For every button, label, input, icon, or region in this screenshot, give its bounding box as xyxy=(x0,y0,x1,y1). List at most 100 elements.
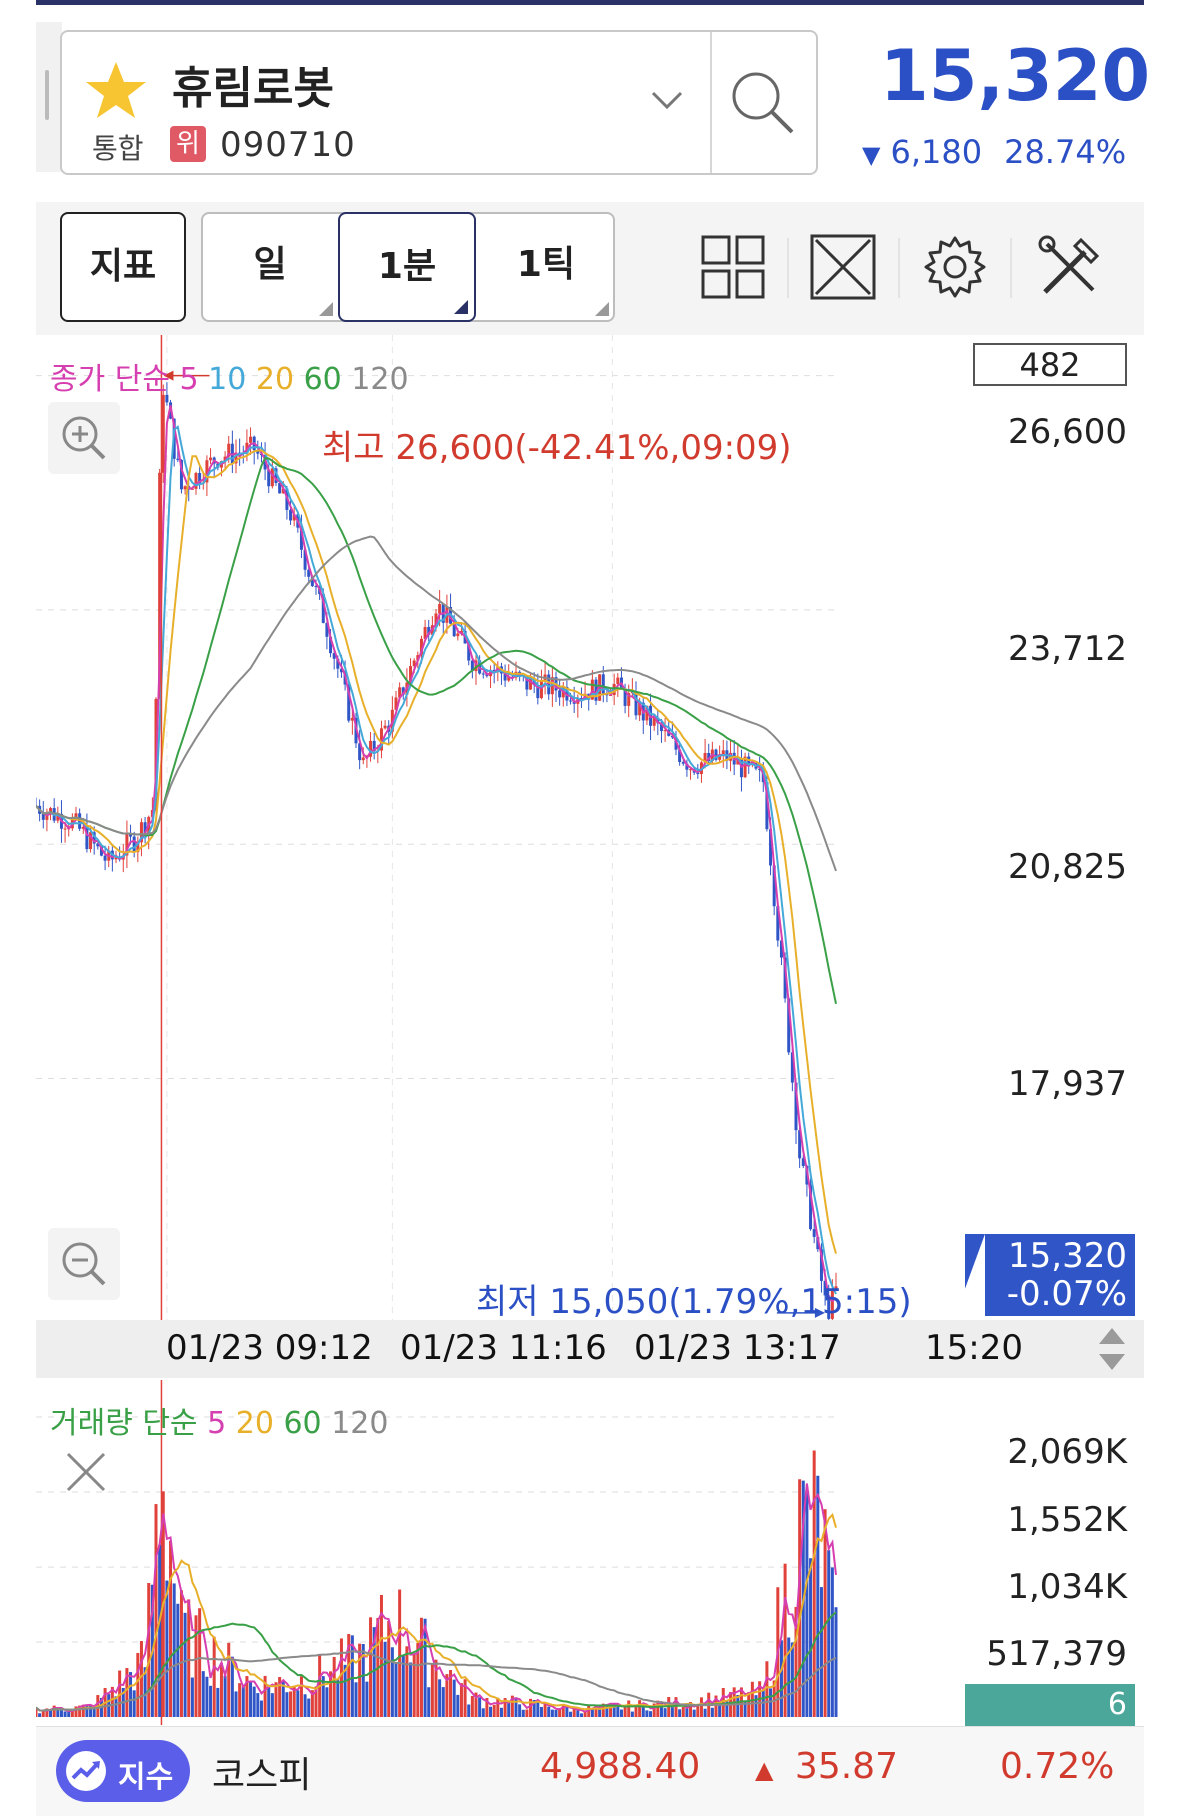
volume-bar xyxy=(834,1607,838,1717)
volume-bar xyxy=(587,1705,591,1717)
y-axis-label: 26,600 xyxy=(1008,412,1127,452)
volume-bar xyxy=(307,1698,311,1717)
volume-bar xyxy=(343,1664,347,1717)
volume-bar xyxy=(507,1702,511,1717)
volume-bar xyxy=(649,1711,653,1717)
volume-bar xyxy=(321,1676,325,1717)
volume-bar xyxy=(230,1656,234,1717)
volume-bar xyxy=(361,1644,365,1717)
chevron-down-icon[interactable] xyxy=(650,88,684,112)
volume-bar xyxy=(165,1580,169,1717)
favorite-star-icon[interactable] xyxy=(84,60,148,120)
expand-icon[interactable] xyxy=(808,232,878,302)
period-1tick-tab[interactable]: 1틱 xyxy=(477,212,615,322)
stock-code: 090710 xyxy=(220,125,356,165)
volume-bar xyxy=(409,1662,413,1717)
settings-gear-icon[interactable] xyxy=(920,232,990,302)
volume-bar xyxy=(630,1711,634,1717)
candle xyxy=(81,826,85,829)
candle xyxy=(590,679,594,700)
x-axis-label: 01/23 13:17 xyxy=(634,1328,841,1368)
volume-bar xyxy=(779,1640,783,1717)
candle xyxy=(470,660,474,672)
change-amount: 6,180 xyxy=(890,133,983,171)
volume-bar xyxy=(201,1671,205,1717)
high-arrow xyxy=(163,370,174,381)
volume-bar xyxy=(663,1708,667,1717)
volume-bar xyxy=(172,1583,176,1717)
candle xyxy=(230,443,234,464)
x-axis-label: 01/23 11:16 xyxy=(400,1328,607,1368)
period-1min-tab[interactable]: 1분 xyxy=(338,212,476,322)
volume-bar xyxy=(616,1703,620,1717)
candle xyxy=(670,735,674,738)
candle xyxy=(772,865,776,907)
moving-average-line xyxy=(36,425,837,1295)
candle xyxy=(303,549,307,570)
candle xyxy=(536,685,540,699)
index-ticker-bar[interactable] xyxy=(36,1726,1144,1816)
zoom-in-button[interactable] xyxy=(48,402,120,474)
volume-bar xyxy=(718,1704,722,1717)
volume-bar xyxy=(681,1706,685,1717)
volume-bar xyxy=(743,1700,747,1717)
candle xyxy=(481,673,485,675)
candle xyxy=(369,740,373,757)
volume-bar xyxy=(416,1642,420,1717)
volume-bar xyxy=(332,1656,336,1717)
candle xyxy=(696,772,700,774)
candle xyxy=(790,1052,794,1083)
volume-bar xyxy=(703,1708,707,1717)
index-value: 4,988.40 xyxy=(540,1746,701,1787)
volume-bar xyxy=(139,1641,143,1717)
volume-bar xyxy=(354,1682,358,1717)
volume-bar xyxy=(74,1706,78,1717)
indicator-button[interactable]: 지표 xyxy=(60,212,186,322)
candle xyxy=(158,472,162,699)
volume-bar xyxy=(812,1450,816,1717)
volume-bar xyxy=(594,1705,598,1717)
candle xyxy=(627,693,631,706)
volume-bar xyxy=(387,1620,391,1717)
candle xyxy=(452,623,456,637)
volume-bar xyxy=(129,1672,133,1717)
index-change-value: 35.87 xyxy=(794,1746,898,1787)
volume-bar xyxy=(558,1708,562,1717)
search-icon[interactable] xyxy=(728,68,798,138)
scroll-updown-icon[interactable] xyxy=(1095,1326,1129,1372)
ma-legend-10: 10 xyxy=(208,362,247,397)
moving-average-line xyxy=(36,535,837,872)
moving-average-line xyxy=(36,449,837,1254)
price-chart[interactable] xyxy=(36,335,1144,1325)
ma-legend-120: 120 xyxy=(351,362,409,397)
drawer-handle[interactable] xyxy=(36,22,62,172)
tools-icon[interactable] xyxy=(1035,232,1105,302)
volume-bar xyxy=(565,1707,569,1717)
period-day-tab[interactable]: 일 xyxy=(201,212,339,322)
volume-chart[interactable] xyxy=(36,1380,1144,1725)
volume-bar xyxy=(350,1635,354,1717)
zoom-in-icon xyxy=(62,416,106,460)
volume-bar xyxy=(496,1697,500,1717)
y-axis-area xyxy=(836,335,1144,1325)
index-pill-button[interactable]: 지수 xyxy=(56,1740,190,1802)
volume-bar xyxy=(645,1710,649,1717)
candle xyxy=(292,514,296,521)
volume-bar xyxy=(209,1685,213,1717)
candle xyxy=(809,1184,813,1230)
volume-bar xyxy=(158,1544,162,1717)
candle-count-box: 482 xyxy=(973,343,1127,386)
layout-grid-icon[interactable] xyxy=(698,232,768,302)
x-axis[interactable] xyxy=(36,1320,1144,1378)
volume-bar xyxy=(721,1688,725,1717)
volume-bar xyxy=(241,1686,245,1717)
candle xyxy=(190,488,194,490)
volume-bar xyxy=(212,1636,216,1717)
volume-bar xyxy=(554,1709,558,1717)
zoom-out-button[interactable] xyxy=(48,1228,120,1300)
volume-bar xyxy=(365,1681,369,1717)
y-axis-label: 23,712 xyxy=(1008,629,1127,669)
moving-average-line xyxy=(36,405,837,1303)
close-icon[interactable] xyxy=(64,1450,108,1494)
volume-bar xyxy=(92,1709,96,1717)
